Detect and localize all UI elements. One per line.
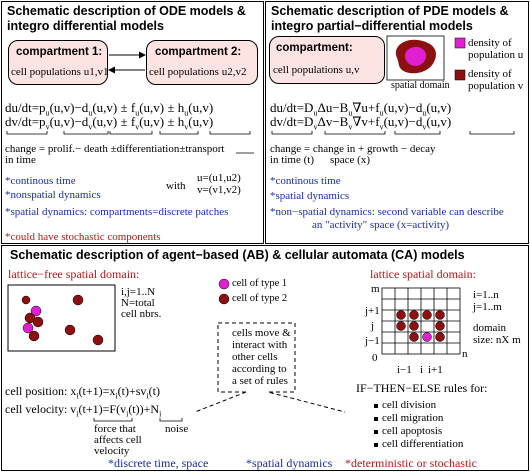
ode-panel (1, 1, 264, 244)
ode-compartment-1 (8, 40, 108, 85)
ab-rules-text-5: a set of rules (232, 375, 288, 387)
rule-bullets (374, 404, 378, 447)
pde-legend-u-line2: population u (468, 49, 524, 61)
ab-n-total: N=total (121, 297, 155, 309)
pde-legend-u-line1: density of (468, 37, 512, 49)
ode-with-v: v=(v1,v2) (197, 184, 241, 196)
rules-callout-box (194, 322, 346, 413)
ab-cell-position: cell position: xi(t+1)=xi(t)+svi(t) (5, 384, 160, 401)
ode-note-continuous-time: *continous time (5, 175, 76, 187)
ab-axis-jp1: j+1 (365, 305, 380, 317)
ab-title: Schematic description of agent−based (AB… (10, 248, 465, 262)
ab-axis-im1: i−1 (397, 364, 412, 376)
ab-panel (1, 245, 529, 471)
ab-lattice-free-label: lattice−free spatial domain: (8, 267, 140, 281)
ode-terms-line1: change = prolif.− death ±differentiation… (5, 143, 225, 155)
ode-note-nonspatial: *nonspatial dynamics (5, 189, 101, 201)
ode-equation-u: du/dt=pu(u,v)−du(u,v) ± fu(u,v) ± hu(u,v… (5, 100, 214, 118)
ab-domain-size: size: nX m (473, 334, 521, 346)
pde-note-spatial: *spatial dynamics (270, 190, 350, 202)
ab-axis-zero: 0 (372, 352, 378, 364)
legend-type2-dot (218, 293, 230, 305)
ab-force-line1: force that (94, 423, 136, 435)
ode-compartment-2 (146, 40, 258, 85)
legend-v-swatch (454, 69, 466, 81)
pde-compartment-text: cell populations u,v (273, 64, 360, 76)
ab-domain-label: domain (473, 322, 506, 334)
ab-j-range: j=1..m (473, 301, 502, 313)
ab-axis-ip1: i+1 (428, 364, 443, 376)
pde-compartment (269, 36, 385, 84)
ode-title-line1: Schematic description of ODE models & (7, 4, 246, 18)
lattice-grid (381, 287, 461, 355)
legend-u-swatch (454, 37, 466, 49)
ode-note-spatial-compartments: *spatial dynamics: compartments=discrete… (5, 206, 229, 218)
ode-title-line2: integro differential models (7, 19, 164, 33)
pde-terms-space: space (x) (330, 154, 371, 166)
legend-type1-dot (218, 278, 230, 290)
ab-foot-stochastic: *deterministic or stochastic (345, 456, 477, 470)
ab-rule-division: cell division (382, 399, 437, 411)
pde-term-brackets (271, 131, 515, 135)
ab-cell-nbrs: cell nbrs. (121, 308, 162, 320)
ab-rules-text-3: other cells (232, 351, 278, 363)
ab-axis-m: m (371, 283, 380, 295)
ab-i-range: i=1..n (473, 289, 499, 301)
ab-rules-text-4: according to (232, 363, 287, 375)
pde-equation-u: du/dt=DuΔu−Bu∇u+fu(u,v)−du(u,v) (270, 100, 452, 118)
ab-rules-title: IF−THEN−ELSE rules for: (356, 381, 488, 395)
pde-legend-v-line2: population v (468, 80, 524, 92)
pde-title-line1: Schematic description of PDE models & (271, 4, 509, 18)
pde-terms-line1: change = change in + growth − decay (270, 143, 436, 155)
ab-rules-text-2: interact with (232, 339, 288, 351)
ab-foot-spatial: *spatial dynamics (246, 456, 333, 470)
ab-legend-type1: cell of type 1 (232, 278, 288, 289)
ab-legend-type2: cell of type 2 (232, 293, 288, 304)
ode-term-brackets (6, 131, 254, 154)
lattice-cells (396, 310, 445, 342)
ab-force-line3: velocity (94, 445, 130, 457)
ab-noise-label: noise (165, 423, 189, 435)
pde-note-continuous-time: *continous time (270, 175, 341, 187)
ode-note-stochastic: *could have stochastic components (5, 231, 161, 243)
ode-equation-v: dv/dt=pv(u,v)−dv(u,v) ± fv(u,v) ± hv(u,v… (5, 114, 214, 132)
ab-ij-range: i,j=1..N (121, 286, 156, 298)
pde-spatial-domain-picture (386, 35, 445, 81)
ab-axis-j: j (371, 320, 375, 332)
ab-axis-i: i (420, 364, 424, 376)
ode-with-u: u=(u1,u2) (197, 172, 241, 184)
ode-compartment-2-title: compartment 2: (155, 46, 242, 58)
ab-rule-migration: cell migration (382, 412, 444, 424)
ode-compartment-1-title: compartment 1: (16, 46, 103, 58)
pde-title-line2: integro partial−differential models (271, 19, 473, 33)
pde-legend-v-line1: density of (468, 68, 512, 80)
ode-terms-line2: in time (5, 154, 36, 166)
ode-with-label: with (166, 180, 186, 192)
velocity-brackets (93, 418, 183, 422)
pde-spatial-domain-label: spatial domain (391, 80, 450, 91)
lattice-free-cells (21, 294, 104, 346)
pde-equation-v: dv/dt=DvΔv−Bv∇v+fv(u,v)−dv(u,v) (270, 114, 452, 132)
ab-foot-discrete: *discrete time, space (108, 456, 209, 470)
ode-compartment-2-text: cell populations u2,v2 (149, 66, 247, 78)
pde-terms-time: in time (t) (270, 154, 314, 166)
ode-compartment-1-text: cell populations u1,v1 (11, 66, 109, 78)
ab-rule-apoptosis: cell apoptosis (382, 425, 443, 437)
pde-note-activity-space: an "activity" space (x=activity) (312, 219, 450, 231)
ab-force-line2: affects cell (94, 434, 142, 446)
pde-note-nonspatial: *non−spatial dynamics: second variable c… (270, 206, 504, 218)
ab-lattice-label: lattice spatial domain: (370, 267, 476, 281)
ab-cell-velocity: cell velocity: vi(t+1)=F(vi(t))+Ni (5, 402, 162, 419)
ab-rules-text-1: cells move & (232, 327, 291, 339)
ab-axis-jm1: j−1 (365, 335, 380, 347)
pde-panel (265, 1, 529, 244)
ab-rule-differentiation: cell differentiation (382, 438, 464, 450)
pde-compartment-title: compartment: (276, 42, 353, 54)
ab-axis-n: n (462, 348, 468, 360)
